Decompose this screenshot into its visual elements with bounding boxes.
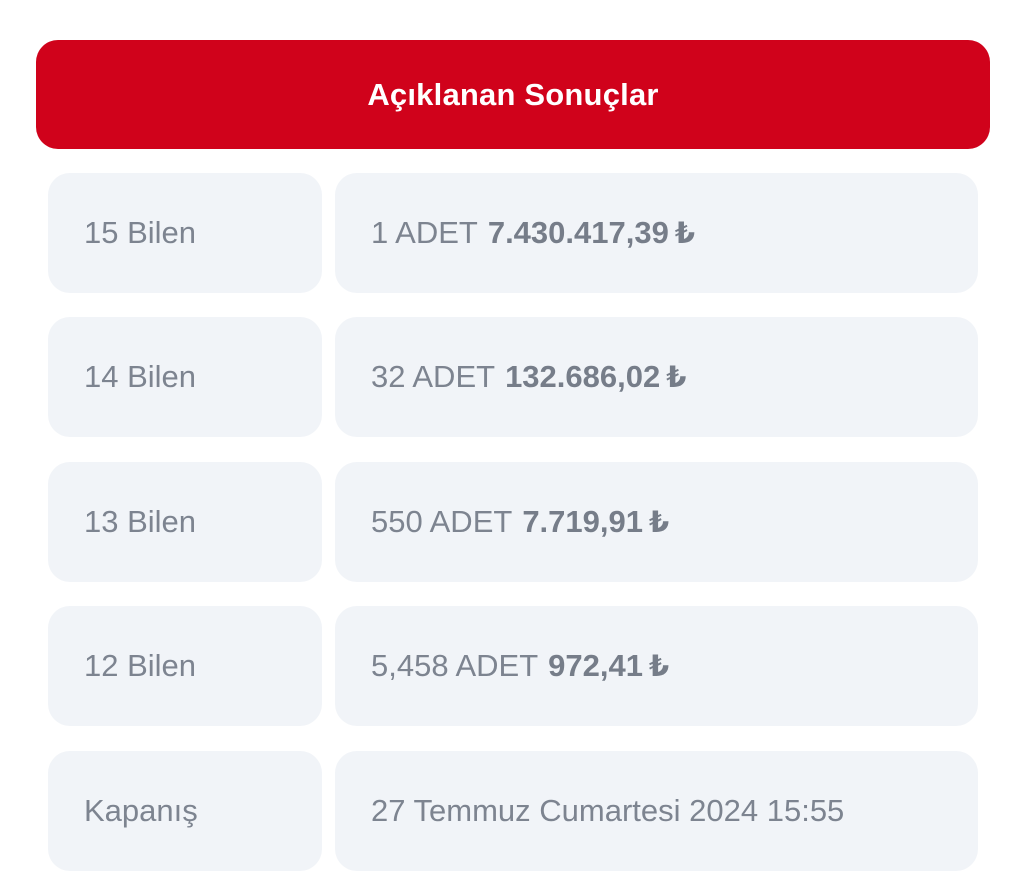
result-row-14: 14 Bilen 32 ADET 132.686,02 ₺ [48, 317, 978, 437]
result-label-text: 15 Bilen [84, 215, 197, 250]
result-row-13: 13 Bilen 550 ADET 7.719,91 ₺ [48, 462, 978, 582]
result-row-12: 12 Bilen 5,458 ADET 972,41 ₺ [48, 606, 978, 726]
winner-count: 550 ADET [371, 504, 513, 539]
prize-amount: 132.686,02 [505, 359, 661, 394]
lira-icon: ₺ [674, 217, 696, 250]
lira-icon: ₺ [648, 650, 670, 683]
result-value: 1 ADET 7.430.417,39 ₺ [335, 173, 978, 293]
result-value: 5,458 ADET 972,41 ₺ [335, 606, 978, 726]
result-value: 550 ADET 7.719,91 ₺ [335, 462, 978, 582]
result-label-text: 13 Bilen [84, 504, 197, 539]
closing-label: Kapanış [48, 751, 322, 871]
prize-amount: 972,41 [548, 648, 643, 683]
lira-icon: ₺ [648, 506, 670, 539]
closing-value: 27 Temmuz Cumartesi 2024 15:55 [335, 751, 978, 871]
winner-count: 1 ADET [371, 215, 478, 250]
result-label: 12 Bilen [48, 606, 322, 726]
closing-row: Kapanış 27 Temmuz Cumartesi 2024 15:55 [48, 751, 978, 871]
result-label-text: 14 Bilen [84, 359, 197, 394]
closing-label-text: Kapanış [84, 793, 198, 828]
winner-count: 5,458 ADET [371, 648, 539, 683]
prize-amount: 7.719,91 [522, 504, 643, 539]
result-value: 32 ADET 132.686,02 ₺ [335, 317, 978, 437]
results-title: Açıklanan Sonuçlar [367, 76, 659, 112]
results-header: Açıklanan Sonuçlar [36, 40, 990, 149]
result-label-text: 12 Bilen [84, 648, 197, 683]
result-row-15: 15 Bilen 1 ADET 7.430.417,39 ₺ [48, 173, 978, 293]
result-label: 14 Bilen [48, 317, 322, 437]
prize-amount: 7.430.417,39 [487, 215, 669, 250]
lira-icon: ₺ [666, 361, 687, 394]
closing-datetime: 27 Temmuz Cumartesi 2024 15:55 [371, 793, 845, 828]
winner-count: 32 ADET [371, 359, 496, 394]
result-label: 13 Bilen [48, 462, 322, 582]
result-label: 15 Bilen [48, 173, 322, 293]
